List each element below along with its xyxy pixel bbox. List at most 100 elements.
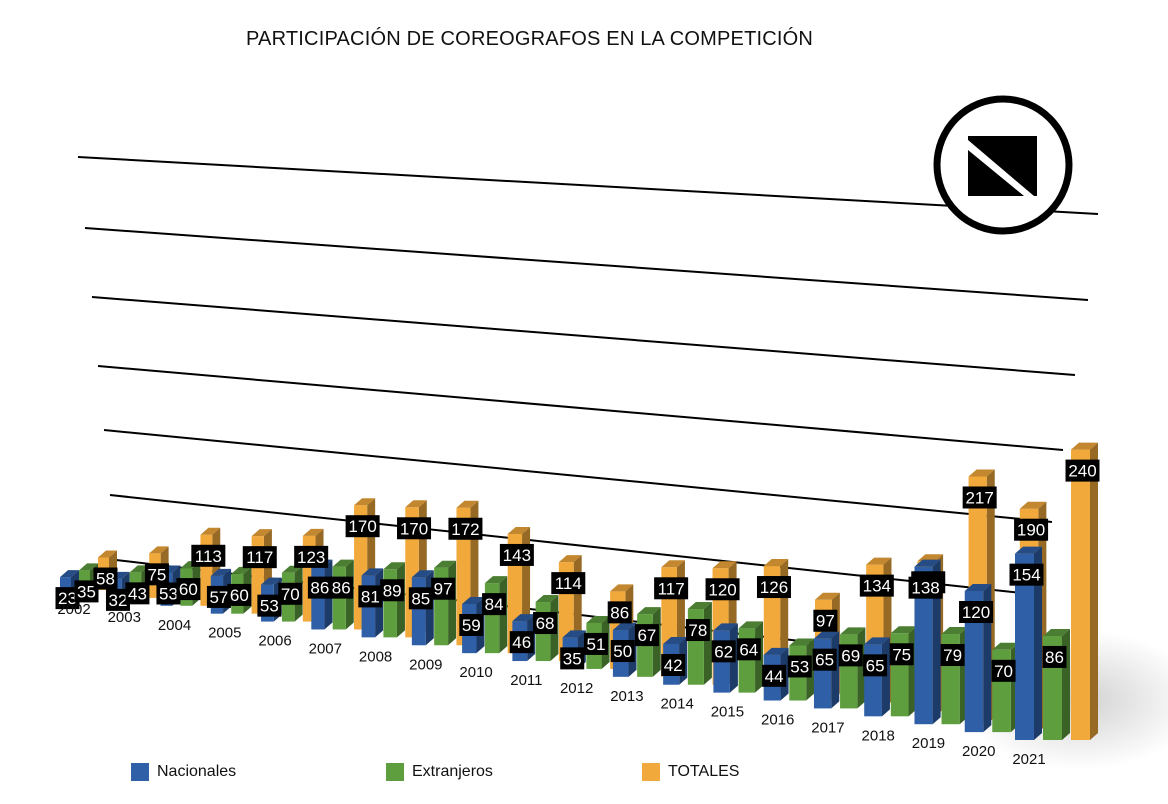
bar-side bbox=[703, 602, 712, 685]
value-label-text: 60 bbox=[230, 586, 249, 605]
bar-top bbox=[507, 526, 531, 534]
bar-top bbox=[1019, 501, 1047, 509]
bar-top bbox=[302, 528, 324, 536]
value-label-totales-2005: 117 bbox=[242, 546, 277, 569]
value-label-extranjeros-2005: 60 bbox=[227, 583, 252, 606]
value-label-nacionales-2003: 32 bbox=[105, 588, 130, 611]
x-tick-2013: 2013 bbox=[610, 688, 643, 705]
gridline bbox=[84, 227, 1089, 301]
value-label-nacionales-2017: 65 bbox=[812, 648, 837, 671]
value-label-text: 70 bbox=[281, 585, 300, 604]
gridline bbox=[77, 156, 1099, 215]
bar-top bbox=[251, 529, 272, 537]
value-label-text: 117 bbox=[658, 579, 685, 598]
value-label-box bbox=[55, 587, 80, 610]
value-label-text: 114 bbox=[555, 574, 582, 593]
x-tick-2006: 2006 bbox=[258, 633, 291, 650]
value-label-box bbox=[206, 585, 231, 608]
value-label-totales-2012: 86 bbox=[607, 601, 632, 624]
bar-top bbox=[361, 568, 384, 576]
value-label-text: 97 bbox=[434, 580, 453, 599]
value-label-text: 69 bbox=[841, 646, 860, 665]
bar-top bbox=[60, 570, 79, 578]
value-label-nacionales-2015: 62 bbox=[711, 640, 736, 663]
value-label-extranjeros-2004: 60 bbox=[176, 578, 201, 601]
value-label-text: 113 bbox=[195, 547, 222, 566]
value-label-box bbox=[756, 576, 791, 599]
value-label-text: 86 bbox=[1045, 648, 1064, 667]
x-tick-2007: 2007 bbox=[309, 640, 342, 657]
value-label-text: 58 bbox=[96, 570, 115, 589]
value-label-text: 143 bbox=[503, 546, 531, 565]
value-label-nacionales-2016: 44 bbox=[762, 664, 787, 687]
x-tick-2005: 2005 bbox=[208, 625, 241, 642]
value-label-box bbox=[278, 582, 303, 605]
bar-top bbox=[813, 631, 840, 639]
value-label-box bbox=[431, 577, 456, 600]
value-label-text: 75 bbox=[892, 645, 911, 664]
bar-top bbox=[586, 615, 610, 623]
value-label-nacionales-2011: 46 bbox=[509, 631, 534, 654]
value-label-box bbox=[191, 544, 226, 567]
bar-top bbox=[968, 469, 995, 477]
bar-top bbox=[558, 555, 582, 563]
legend-swatch-extranjeros bbox=[386, 763, 404, 781]
value-label-box bbox=[1065, 459, 1100, 482]
bar-top bbox=[405, 500, 427, 508]
value-label-text: 86 bbox=[332, 579, 351, 598]
value-label-box bbox=[482, 593, 507, 616]
value-label-box bbox=[156, 582, 181, 605]
value-label-box bbox=[1042, 645, 1067, 668]
legend-item-extranjeros: Extranjeros bbox=[386, 762, 493, 782]
bar-extranjeros-2018 bbox=[890, 626, 917, 717]
value-label-nacionales-2007: 86 bbox=[307, 576, 332, 599]
value-label-text: 123 bbox=[297, 548, 325, 567]
bar-top bbox=[866, 557, 892, 565]
x-tick-labels: 2002 2003 2004 2005 2006 2007 2008 2009 2010 2011… bbox=[57, 601, 1045, 768]
bar-front bbox=[200, 534, 213, 606]
value-label-nacionales-2013: 50 bbox=[610, 640, 635, 663]
value-label-box bbox=[685, 619, 710, 642]
value-label-nacionales-2002: 23 bbox=[55, 587, 80, 610]
value-label-totales-2014: 120 bbox=[705, 578, 740, 601]
bar-top bbox=[1015, 546, 1042, 554]
value-label-box bbox=[499, 543, 534, 566]
value-label-box bbox=[1014, 518, 1049, 541]
bar-top bbox=[1071, 442, 1098, 450]
chart-title: PARTICIPACIÓN DE COREOGRAFOS EN LA COMPE… bbox=[246, 28, 814, 50]
bar-side bbox=[881, 637, 890, 717]
value-label-box bbox=[762, 664, 787, 687]
gridline bbox=[103, 429, 1053, 523]
value-label-box bbox=[813, 609, 838, 632]
value-label-totales-2017: 134 bbox=[859, 574, 894, 597]
bar-side bbox=[1062, 628, 1070, 740]
bar-top bbox=[763, 559, 789, 567]
x-tick-2017: 2017 bbox=[811, 719, 844, 736]
value-label-text: 53 bbox=[260, 597, 279, 616]
bar-front bbox=[1071, 449, 1090, 740]
x-tick-2004: 2004 bbox=[158, 617, 191, 634]
value-label-box bbox=[962, 486, 997, 509]
value-label-text: 240 bbox=[1068, 462, 1096, 481]
value-label-box bbox=[345, 515, 380, 538]
value-label-text: 86 bbox=[610, 603, 629, 622]
value-label-box bbox=[144, 563, 169, 586]
x-tick-2003: 2003 bbox=[108, 609, 141, 626]
x-tick-2008: 2008 bbox=[359, 648, 392, 665]
value-label-nacionales-2020: 120 bbox=[959, 601, 994, 624]
value-label-text: 60 bbox=[179, 580, 198, 599]
value-label-text: 67 bbox=[637, 626, 656, 645]
value-label-box bbox=[634, 624, 659, 647]
value-label-extranjeros-2012: 51 bbox=[583, 632, 608, 655]
value-label-totales-2008: 170 bbox=[397, 517, 432, 540]
value-label-nacionales-2012: 35 bbox=[560, 647, 585, 670]
value-label-nacionales-2018: 65 bbox=[863, 654, 888, 677]
value-label-box bbox=[125, 582, 150, 605]
value-label-extranjeros-2016: 53 bbox=[787, 655, 812, 678]
bar-nacionales-2002 bbox=[60, 570, 79, 590]
bar-top bbox=[210, 568, 232, 576]
bar-top bbox=[79, 563, 98, 571]
bar-side bbox=[1090, 442, 1098, 740]
value-label-text: 126 bbox=[760, 578, 788, 597]
